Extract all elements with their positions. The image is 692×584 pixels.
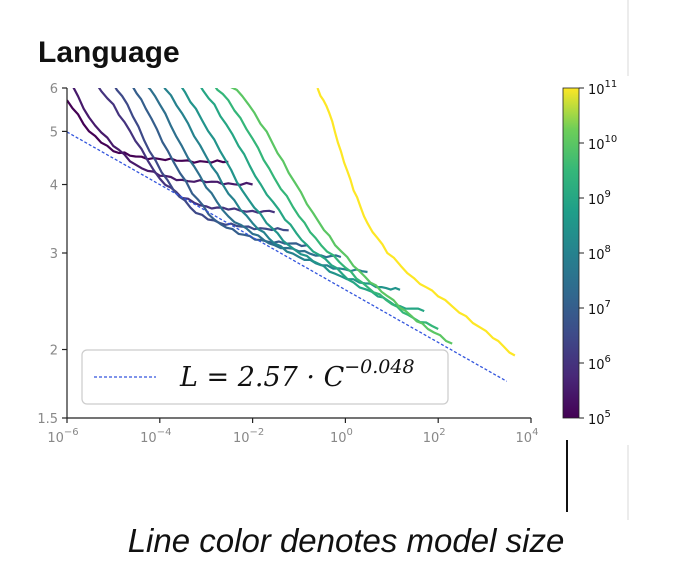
y-ticks: 1.5 2 3 4 5 6 <box>37 82 67 427</box>
colorbar-tick-base: 10 <box>588 358 605 373</box>
y-tick-label: 2 <box>50 344 58 359</box>
legend: L = 2.57 · C−0.048 <box>81 349 449 405</box>
x-tick-base: 10 <box>47 431 64 446</box>
x-tick-exponent: −4 <box>157 427 172 438</box>
x-tick-base: 10 <box>423 431 440 446</box>
series-line <box>180 88 401 291</box>
series-line <box>132 88 308 248</box>
x-tick-base: 10 <box>516 431 533 446</box>
colorbar-tick-label: 1011 <box>588 79 617 98</box>
colorbar-tick-exponent: 11 <box>605 79 618 90</box>
colorbar-tick-exponent: 6 <box>605 354 611 365</box>
x-tick-label: 10−4 <box>140 427 171 446</box>
y-tick-label: 3 <box>50 247 58 262</box>
series-line <box>200 88 425 313</box>
colorbar-tick-label: 109 <box>588 189 611 208</box>
colorbar-tick-label: 106 <box>588 354 611 373</box>
colorbar-tick-exponent: 9 <box>605 189 611 200</box>
x-tick-exponent: −2 <box>249 427 264 438</box>
series-layer <box>67 88 516 357</box>
fit-layer <box>67 131 508 382</box>
legend-label-lhs: L = 2.57 · C <box>179 362 345 393</box>
colorbar-tick-label: 1010 <box>588 134 617 153</box>
chart: Language 10−6 10−4 10−2 100 102 104 1.523456 … <box>37 0 629 520</box>
fit-line <box>67 131 508 382</box>
legend-box <box>81 349 449 405</box>
x-tick-label: 102 <box>423 427 446 446</box>
colorbar-tick-exponent: 7 <box>605 299 611 310</box>
x-tick-base: 10 <box>233 431 250 446</box>
x-tick-label: 10−6 <box>47 427 78 446</box>
colorbar-tick-base: 10 <box>588 138 605 153</box>
colorbar-tick-exponent: 10 <box>605 134 618 145</box>
colorbar-tick-base: 10 <box>588 248 605 263</box>
series-line <box>316 88 516 357</box>
colorbar-tick-label: 108 <box>588 244 611 263</box>
y-tick-label: 1.5 <box>37 412 58 427</box>
caption: Line color denotes model size <box>127 522 565 559</box>
x-tick-label: 100 <box>330 427 353 446</box>
x-tick-exponent: 4 <box>532 427 538 438</box>
x-ticks: 10−6 10−4 10−2 100 102 104 <box>47 418 538 446</box>
colorbar-tick-label: 105 <box>588 409 611 428</box>
x-tick-exponent: 2 <box>439 427 445 438</box>
y-tick-label: 4 <box>50 179 58 194</box>
legend-label: L = 2.57 · C−0.048 <box>179 356 415 393</box>
x-tick-label: 104 <box>516 427 539 446</box>
colorbar-tick-base: 10 <box>588 193 605 208</box>
legend-label-exponent: −0.048 <box>344 356 414 378</box>
colorbar-gradient <box>562 87 580 419</box>
colorbar-tick-exponent: 8 <box>605 244 611 255</box>
x-tick-base: 10 <box>330 431 347 446</box>
y-tick-label: 5 <box>50 125 58 140</box>
chart-title: Language <box>38 36 180 69</box>
series-line <box>214 88 439 330</box>
colorbar-tick-base: 10 <box>588 303 605 318</box>
series-line <box>163 88 368 274</box>
colorbar-tick-base: 10 <box>588 413 605 428</box>
colorbar-tick-base: 10 <box>588 83 605 98</box>
colorbar-tick-exponent: 5 <box>605 409 611 420</box>
x-tick-label: 10−2 <box>233 427 264 446</box>
series-line <box>230 88 453 345</box>
series-line <box>147 88 342 259</box>
x-tick-base: 10 <box>140 431 157 446</box>
y-tick-label: 6 <box>50 82 58 97</box>
x-tick-exponent: 0 <box>346 427 352 438</box>
colorbar-tick-label: 107 <box>588 299 611 318</box>
x-tick-exponent: −6 <box>64 427 79 438</box>
series-line <box>72 88 253 186</box>
